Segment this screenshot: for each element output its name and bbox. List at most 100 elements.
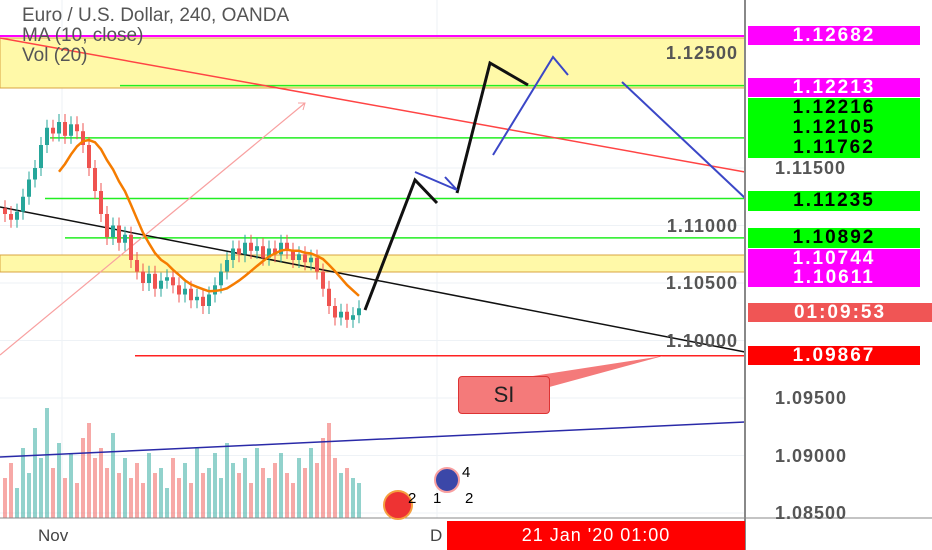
time-label-dec: D <box>430 526 443 545</box>
candle-body <box>219 271 223 286</box>
candle-body <box>33 168 37 180</box>
candle-body <box>27 179 31 197</box>
us-flag-icon[interactable] <box>383 490 413 520</box>
volume-bar <box>135 463 139 518</box>
candle-body <box>345 311 349 320</box>
candle-body <box>159 280 163 289</box>
blue-arrow-1[interactable] <box>414 171 458 191</box>
volume-bar <box>309 448 313 518</box>
volume-bar <box>63 478 67 518</box>
eu-event-count: 4 <box>462 464 471 481</box>
volume-bar <box>357 483 361 518</box>
price-tick-label: 1.10500 <box>665 273 738 293</box>
time-label-nov: Nov <box>38 526 69 545</box>
volume-bar <box>201 473 205 518</box>
volume-bar <box>123 458 127 518</box>
symbol-title: Euro / U.S. Dollar, 240, OANDA <box>22 5 290 26</box>
volume-bar <box>57 443 61 518</box>
volume-bar <box>45 408 49 518</box>
volume-bar <box>141 483 145 518</box>
si-callout[interactable]: SI <box>458 376 550 414</box>
volume-bar <box>33 428 37 518</box>
price-tag-red: 1.09867 <box>748 346 920 365</box>
economic-events[interactable] <box>383 467 460 520</box>
volume-bar <box>243 458 247 518</box>
candle-body <box>129 234 133 260</box>
candle-body <box>123 234 127 243</box>
pink-arrow-line[interactable] <box>0 102 306 356</box>
candle-body <box>39 145 43 168</box>
candle-body <box>171 277 175 286</box>
volume-bar <box>3 478 7 518</box>
volume-bar <box>51 468 55 518</box>
price-tick-label: 1.11500 <box>775 158 847 178</box>
volume-bar <box>105 468 109 518</box>
candle-body <box>315 257 319 272</box>
volume-bar <box>321 438 325 518</box>
black-trendline[interactable] <box>0 206 746 353</box>
candle-body <box>99 191 103 214</box>
candle-body <box>279 242 283 255</box>
volume-bar <box>177 478 181 518</box>
volume-bar <box>219 478 223 518</box>
volume-bar <box>297 458 301 518</box>
volume-bar <box>231 463 235 518</box>
red-trendline[interactable] <box>0 37 746 173</box>
candle-body <box>273 248 277 255</box>
candle-body <box>51 127 55 134</box>
price-tag-magenta: 1.10611 <box>748 268 920 287</box>
price-tag-magenta: 1.12682 <box>748 26 920 45</box>
level-lines[interactable] <box>45 84 745 357</box>
candle-body <box>165 277 169 281</box>
candle-body <box>135 260 139 272</box>
supply-zone[interactable] <box>0 37 746 89</box>
volume-bar <box>129 478 133 518</box>
volume-bar <box>27 473 31 518</box>
volume-bar <box>195 448 199 518</box>
candle-body <box>303 254 307 263</box>
black-path-arrow-2[interactable] <box>455 60 529 194</box>
volume-bar <box>273 463 277 518</box>
volume-bar <box>111 433 115 518</box>
candle-body <box>75 124 79 132</box>
crosshair-date-label: 21 Jan '20 01:00 <box>447 521 745 550</box>
candle-body <box>261 246 265 258</box>
volume-bar <box>183 463 187 518</box>
candle-body <box>189 288 193 301</box>
ma-legend[interactable]: MA (10, close) <box>22 25 144 46</box>
volume-bar <box>327 423 331 518</box>
blue-arrow-2[interactable] <box>492 55 569 156</box>
blue-trendline[interactable] <box>0 421 746 458</box>
eu-flag-icon[interactable] <box>434 467 460 493</box>
candle-body <box>195 296 199 301</box>
candle-body <box>225 260 229 272</box>
candle-body <box>339 311 343 318</box>
candle-body <box>147 273 151 283</box>
candle-body <box>237 248 241 255</box>
volume-bar <box>87 423 91 518</box>
black-path-arrow-1[interactable] <box>363 177 439 311</box>
demand-zone[interactable] <box>0 254 746 273</box>
countdown-tag: 01:09:53 <box>748 303 932 322</box>
candle-body <box>297 254 301 260</box>
price-tag-green: 1.11762 <box>748 138 920 158</box>
price-tag-green: 1.10892 <box>748 228 920 248</box>
price-tag-magenta: 1.12213 <box>748 78 920 97</box>
volume-bar <box>147 453 151 518</box>
price-tick-label: 1.09500 <box>775 388 848 408</box>
volume-bar <box>267 478 271 518</box>
volume-bar <box>159 468 163 518</box>
vol-legend[interactable]: Vol (20) <box>22 45 88 66</box>
candles <box>3 113 361 328</box>
volume-bar <box>255 448 259 518</box>
candle-body <box>201 296 205 306</box>
volume-bar <box>237 473 241 518</box>
blue-down-line[interactable] <box>621 81 746 199</box>
volume-bar <box>249 483 253 518</box>
candle-body <box>207 294 211 306</box>
candle-body <box>249 242 253 251</box>
volume-bar <box>213 453 217 518</box>
candle-body <box>231 248 235 260</box>
volume-bar <box>261 468 265 518</box>
